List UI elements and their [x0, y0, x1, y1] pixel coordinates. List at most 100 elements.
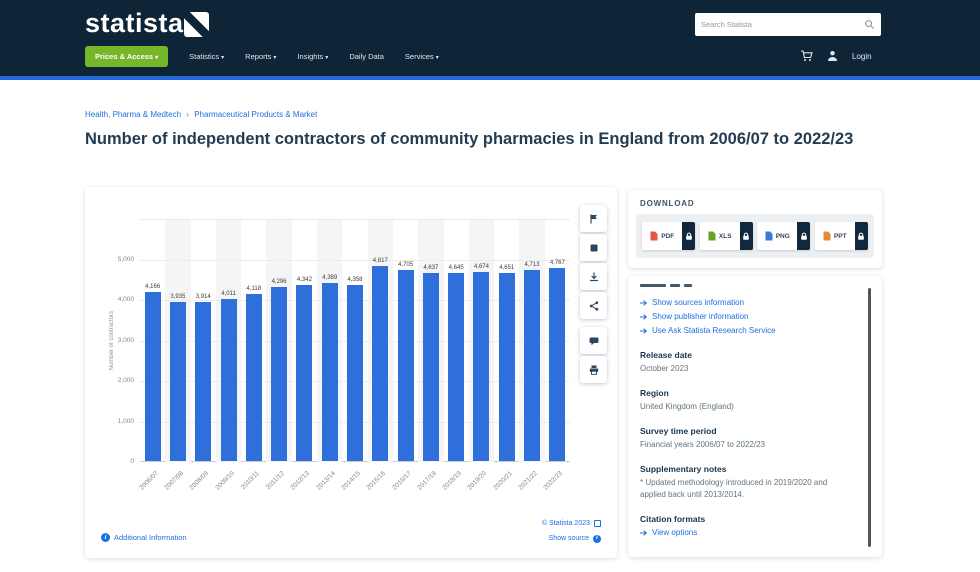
details-label-region: Region	[640, 388, 669, 398]
bar-value-label: 4,637	[423, 265, 439, 272]
flag-button[interactable]	[580, 205, 607, 232]
file-type-png-icon: PNG	[757, 222, 798, 250]
bar-2019-20[interactable]	[473, 271, 490, 461]
download-button[interactable]	[580, 263, 607, 290]
bar-value-label: 4,705	[398, 262, 414, 269]
search-box[interactable]	[695, 13, 881, 36]
y-axis-tick-label: 5,000	[117, 255, 134, 263]
lock-icon	[854, 222, 868, 250]
bar-2009-10[interactable]	[220, 298, 237, 461]
y-axis-tick-label: 0	[130, 458, 134, 465]
details-value-survey-time-period: Financial years 2006/07 to 2022/23	[640, 440, 765, 449]
additional-information-link[interactable]: i Additional Information	[101, 533, 187, 542]
chart-attribution: © Statista 2023 Show source i	[542, 516, 601, 546]
print-button[interactable]	[580, 356, 607, 383]
user-icon[interactable]	[827, 50, 838, 62]
bar-2021-22[interactable]	[524, 270, 541, 461]
image-button[interactable]	[580, 234, 607, 261]
copyright-label: © Statista 2023	[542, 520, 590, 527]
details-link-show-sources-information[interactable]: Show sources information	[640, 298, 744, 307]
chat-button[interactable]	[580, 327, 607, 354]
nav-item-insights[interactable]: Insights ▾	[297, 52, 329, 61]
additional-information-label: Additional Information	[114, 533, 187, 542]
clipped-text-fragment	[670, 284, 680, 287]
bar-value-label: 4,651	[499, 264, 515, 271]
bar-value-label: 4,767	[549, 259, 565, 266]
details-link-show-publisher-information[interactable]: Show publisher information	[640, 312, 749, 321]
bar-value-label: 3,935	[170, 293, 186, 300]
bar-value-label: 4,166	[145, 284, 161, 291]
show-source-link[interactable]: Show source i	[542, 531, 601, 546]
bar-value-label: 4,296	[271, 279, 287, 285]
bar-2007-08[interactable]	[169, 301, 186, 461]
nav-item-prices-access[interactable]: Prices & Access ▾	[85, 46, 169, 67]
file-type-ppt-icon: PPT	[814, 222, 855, 250]
breadcrumb: Health, Pharma & Medtech › Pharmaceutica…	[85, 110, 317, 119]
y-axis-tick-label: 1,000	[117, 417, 134, 425]
nav-item-services[interactable]: Services ▾	[404, 52, 439, 61]
bar-2014-15[interactable]	[347, 284, 363, 461]
download-xls-button[interactable]: XLS	[699, 222, 753, 250]
bar-2020-21[interactable]	[498, 272, 515, 461]
chart-card: Number of contractors 0 1,000 2,000 3,000 4,…	[85, 187, 617, 558]
statistic-details-card: Show sources information Show publisher i…	[628, 276, 882, 557]
download-pdf-button[interactable]: PDF	[642, 222, 696, 250]
info-icon: i	[101, 533, 110, 542]
search-icon[interactable]	[864, 19, 875, 30]
search-input[interactable]	[701, 20, 864, 29]
file-type-pdf-icon: PDF	[642, 222, 683, 250]
bar-2018-19[interactable]	[448, 272, 465, 461]
bar-chart-plot-area: 0 1,000 2,000 3,000 4,000 5,000 4,166 2006/07 3,…	[118, 219, 570, 492]
nav-item-daily-data[interactable]: Daily Data	[349, 52, 384, 61]
breadcrumb-link-category[interactable]: Health, Pharma & Medtech	[85, 110, 182, 119]
statista-logo-text[interactable]: statista	[85, 8, 184, 38]
bar-2022-23[interactable]	[549, 267, 566, 461]
y-axis-tick-label: 4,000	[117, 296, 134, 303]
bar-2016-17[interactable]	[397, 270, 414, 461]
bar-2011-12[interactable]	[271, 287, 288, 461]
download-png-button[interactable]: PNG	[757, 222, 811, 250]
details-label-survey-time-period: Survey time period	[640, 426, 717, 436]
download-icon	[589, 272, 598, 281]
page-title: Number of independent contractors of com…	[85, 130, 854, 148]
bar-value-label: 4,389	[322, 275, 338, 282]
bar-value-label: 4,358	[347, 276, 363, 283]
download-card: DOWNLOAD PDF XLS PNG PPT	[628, 190, 882, 268]
statista-copyright-link[interactable]: © Statista 2023	[542, 516, 601, 531]
breadcrumb-link-subcategory[interactable]: Pharmaceutical Products & Market	[194, 110, 318, 119]
nav-item-statistics[interactable]: Statistics ▾	[189, 52, 225, 61]
login-link[interactable]: Login	[852, 51, 872, 61]
source-info-icon: i	[593, 534, 601, 543]
header-icons: Login	[800, 50, 872, 62]
bar-2013-14[interactable]	[321, 283, 338, 461]
bar-value-label: 4,674	[473, 263, 489, 270]
share-button[interactable]	[580, 292, 607, 319]
bar-value-label: 4,713	[524, 262, 540, 269]
details-link-use-ask-statista-research-service[interactable]: Use Ask Statista Research Service	[640, 326, 776, 335]
details-value-region: United Kingdom (England)	[640, 402, 734, 411]
gridline	[140, 259, 570, 261]
flag-icon	[589, 214, 597, 223]
details-label-citation-formats: Citation formats	[640, 514, 706, 524]
bar-2006-07[interactable]	[144, 292, 161, 461]
nav-item-reports[interactable]: Reports ▾	[245, 52, 277, 61]
lock-icon	[797, 222, 811, 250]
bar-value-label: 4,342	[296, 277, 312, 284]
download-ppt-button[interactable]: PPT	[814, 222, 868, 250]
details-scrollbar[interactable]	[868, 288, 871, 547]
bar-2017-18[interactable]	[422, 273, 439, 461]
bar-2010-11[interactable]	[245, 294, 262, 461]
cart-icon[interactable]	[800, 50, 813, 62]
chat-icon	[589, 337, 598, 345]
breadcrumb-separator: ›	[186, 110, 189, 119]
citation-view-options-link[interactable]: View options	[640, 528, 697, 537]
statista-logo-icon[interactable]	[184, 12, 209, 37]
bar-2012-13[interactable]	[296, 285, 313, 461]
details-label-release-date: Release date	[640, 350, 692, 360]
print-icon	[589, 365, 598, 375]
bar-value-label: 3,914	[195, 294, 211, 301]
top-navigation-bar: statista Prices & Access ▾ Statistics ▾ Repo…	[0, 0, 980, 80]
bar-2008-09[interactable]	[195, 302, 212, 461]
lock-icon	[739, 222, 753, 250]
bar-2015-16[interactable]	[372, 265, 389, 461]
